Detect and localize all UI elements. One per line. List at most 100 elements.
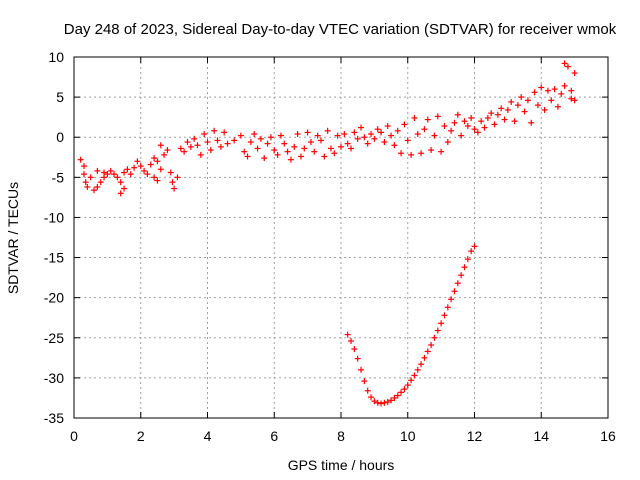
data-point [134,158,141,165]
data-point [214,137,221,144]
data-point [247,139,254,146]
data-point [251,131,258,138]
data-point [368,131,375,138]
data-point [321,153,328,160]
y-tick-label: 0 [56,129,64,145]
data-point [411,372,418,379]
chart-title: Day 248 of 2023, Sidereal Day-to-day VTE… [64,21,617,38]
y-tick-label: 5 [56,89,64,105]
data-point [311,148,318,155]
data-point [548,97,555,104]
data-point [84,183,91,190]
data-point [191,135,198,142]
data-point [554,103,561,110]
data-point [374,126,381,133]
data-point [464,122,471,129]
data-point [301,145,308,152]
data-point [561,82,568,89]
data-point [264,140,271,147]
data-point [434,113,441,120]
data-point [511,118,518,125]
data-point [257,135,264,142]
data-point [401,121,408,128]
data-point [394,392,401,399]
data-point [297,153,304,160]
data-point [194,142,201,149]
data-point [304,129,311,136]
data-point [364,140,371,147]
axis-ticks [73,56,609,419]
data-point [81,171,88,178]
data-point [508,98,515,105]
data-point [404,137,411,144]
x-tick-label: 0 [70,428,78,444]
data-point [211,127,218,134]
data-point [401,386,408,393]
data-point [464,256,471,263]
data-point [474,129,481,136]
data-point [354,355,361,362]
data-point [408,377,415,384]
data-point [187,143,194,150]
data-point [131,164,138,171]
data-point [354,135,361,142]
data-point [241,148,248,155]
data-point [324,127,331,134]
data-point [307,139,314,146]
data-point [398,150,405,157]
data-point [161,151,168,158]
data-point [428,341,435,348]
data-point [441,312,448,319]
data-point [287,156,294,163]
data-point [431,132,438,139]
data-points [77,60,578,407]
data-point [291,143,298,150]
x-tick-label: 2 [137,428,145,444]
data-point [471,126,478,133]
x-tick-labels: 0 2 4 6 8 10 12 14 16 [70,428,616,444]
y-axis-label: SDTVAR / TECUs [5,182,21,294]
data-point [391,394,398,401]
data-point [431,334,438,341]
data-point [171,185,178,192]
data-point [458,272,465,279]
data-point [197,151,204,158]
data-point [94,167,101,174]
data-point [341,131,348,138]
y-tick-label: 10 [48,49,64,65]
data-point [568,95,575,102]
data-point [378,129,385,136]
data-point [371,398,378,405]
data-point [117,190,124,197]
y-tick-label: -25 [44,330,64,346]
data-point [514,102,521,109]
data-point [117,179,124,186]
x-tick-label: 14 [533,428,549,444]
data-point [154,158,161,165]
data-point [277,132,284,139]
x-tick-label: 16 [600,428,616,444]
data-point [361,134,368,141]
data-point [77,156,84,163]
data-point [169,179,176,186]
y-tick-label: -5 [52,169,65,185]
data-point [494,111,501,118]
data-point [541,106,548,113]
x-tick-label: 8 [337,428,345,444]
data-point [201,131,208,138]
data-point [271,147,278,154]
data-point [154,177,161,184]
data-point [348,145,355,152]
data-point [374,399,381,406]
data-point [371,135,378,142]
data-point [82,179,89,186]
data-point [121,169,128,176]
data-point [244,153,251,160]
data-point [384,398,391,405]
data-point [534,102,541,109]
data-point [394,127,401,134]
data-point [461,118,468,125]
y-tick-label: -10 [44,209,64,225]
data-point [111,171,118,178]
data-point [314,132,321,139]
